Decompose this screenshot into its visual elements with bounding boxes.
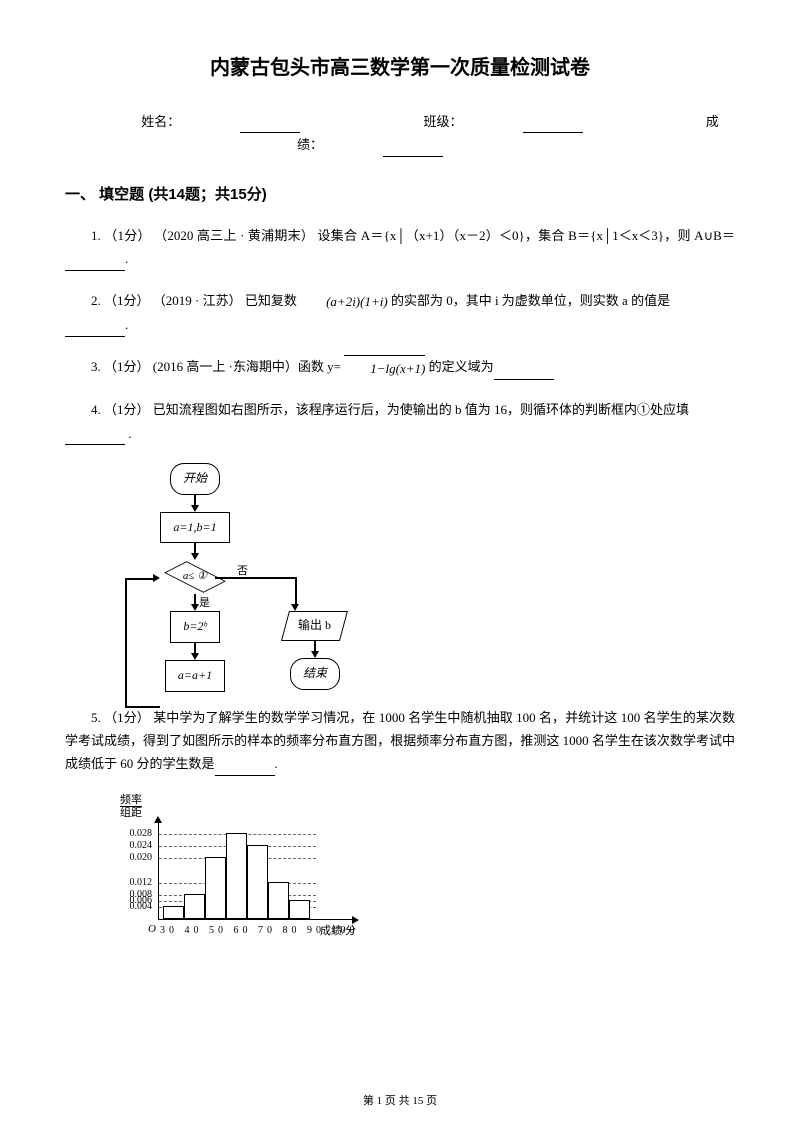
hist-bar [289,900,310,918]
question-3: 3. （1分） (2016 高一上 ·东海期中）函数 y= 1−lg(x+1) … [65,355,735,381]
question-4: 4. （1分） 已知流程图如右图所示，该程序运行后，为使输出的 b 值为 16，… [65,398,735,445]
name-label: 姓名： [111,114,330,129]
fc-step1: b=2ᵇ [170,611,219,643]
hist-bar [184,894,205,919]
hist-yaxis-label: 频率 组距 [120,794,142,819]
class-label: 班级： [393,114,612,129]
hist-bar [226,833,247,919]
formula-complex: (a+2i)(1+i) [300,290,388,313]
fc-step2: a=a+1 [165,660,225,692]
page-title: 内蒙古包头市高三数学第一次质量检测试卷 [65,50,735,86]
question-1: 1. （1分） （2020 高三上 · 黄浦期末） 设集合 A＝{x│（x+1）… [65,224,735,271]
hist-bar [205,857,226,918]
hist-xaxis-label: 成绩/分 [320,922,356,942]
hist-bar [247,845,268,919]
fc-output: 输出 b [282,611,349,641]
student-info-row: 姓名： 班级： 成绩： [65,110,735,157]
fc-start: 开始 [170,463,220,495]
formula-sqrt: 1−lg(x+1) [344,355,425,380]
hist-bar [268,882,289,919]
flowchart-diagram: 开始 a=1,b=1 a≤ ① 否 是 b=2ᵇ a=a+1 [125,463,735,691]
question-5: 5. （1分） 某中学为了解学生的数学学习情况，在 1000 名学生中随机抽取 … [65,706,735,776]
fc-no-label: 否 [237,562,248,582]
hist-bar [163,906,184,918]
fc-yes-label: 是 [199,594,210,614]
question-2: 2. （1分） （2019 · 江苏） 已知复数 (a+2i)(1+i) 的实部… [65,289,735,337]
histogram-chart: 频率 组距 0.0280.0240.0200.0120.0080.0060.00… [120,794,370,944]
hist-chart-area [158,822,353,920]
page-footer: 第 1 页 共 15 页 [0,1092,800,1112]
fc-init: a=1,b=1 [160,512,229,544]
fc-end: 结束 [290,658,340,690]
section-header: 一、 填空题 (共14题；共15分) [65,181,735,208]
